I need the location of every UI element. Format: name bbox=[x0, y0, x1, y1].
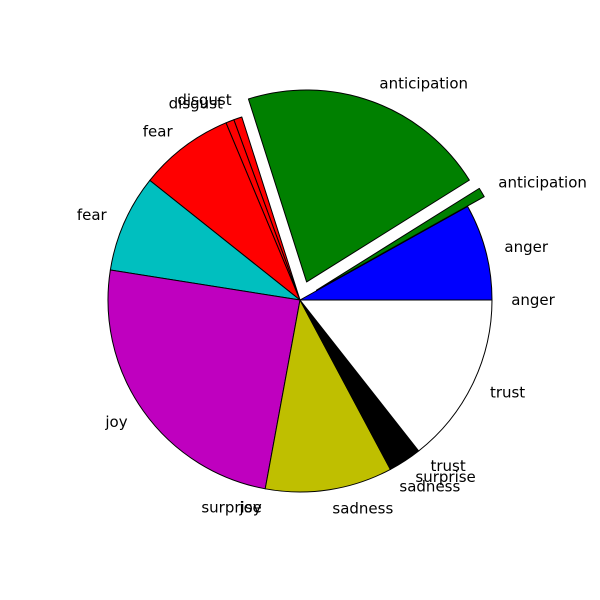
pie-slice-anticipation bbox=[247, 89, 470, 283]
pie-label-anticipation: anticipation bbox=[498, 174, 587, 192]
pie-label-trust: trust bbox=[430, 457, 465, 475]
pie-label-anticipation: anticipation bbox=[379, 75, 468, 93]
pie-label-surprise: surprise bbox=[415, 468, 475, 486]
pie-slice-sadness bbox=[264, 299, 391, 493]
pie-slice-fear bbox=[149, 122, 301, 301]
pie-label-fear: fear bbox=[143, 123, 174, 141]
pie-label-sadness: sadness bbox=[332, 500, 393, 518]
pie-slice-anger bbox=[299, 205, 493, 301]
pie-label-disgust: disgust bbox=[169, 94, 223, 112]
labels-layer: anger anticipation anticipation disgustdisg… bbox=[77, 75, 587, 518]
pie-label-joy: joy bbox=[104, 413, 127, 431]
pie-label-anger: anger bbox=[511, 291, 555, 309]
pie-label-anger: anger bbox=[504, 238, 548, 256]
pie-slice-anticipation bbox=[316, 187, 485, 291]
pie-label-disgust: disgust bbox=[177, 91, 231, 109]
pie-label-joy: joy bbox=[238, 499, 261, 517]
pie-slice-trust bbox=[299, 299, 493, 452]
pie-slice-fear bbox=[109, 179, 301, 301]
pie-label-trust: trust bbox=[490, 383, 525, 401]
pie-slice-joy bbox=[107, 269, 301, 490]
pie-label-fear: fear bbox=[77, 206, 108, 224]
pie-label-surprise: surprise bbox=[201, 499, 261, 517]
pie-label-sadness: sadness bbox=[399, 477, 460, 495]
slices-layer bbox=[107, 89, 493, 493]
